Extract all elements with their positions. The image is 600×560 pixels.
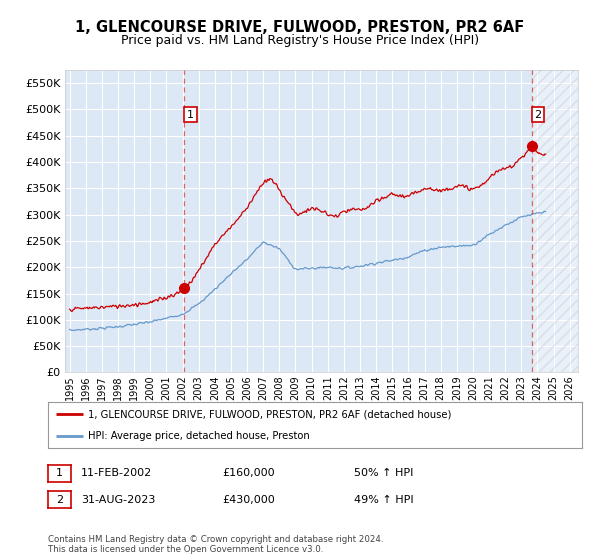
Bar xyxy=(532,70,578,372)
Text: 1, GLENCOURSE DRIVE, FULWOOD, PRESTON, PR2 6AF (detached house): 1, GLENCOURSE DRIVE, FULWOOD, PRESTON, P… xyxy=(88,409,451,419)
Text: 1: 1 xyxy=(56,468,63,478)
Text: £430,000: £430,000 xyxy=(222,494,275,505)
Text: 1: 1 xyxy=(187,110,194,120)
Text: 31-AUG-2023: 31-AUG-2023 xyxy=(81,494,155,505)
Text: 2: 2 xyxy=(56,494,63,505)
Text: HPI: Average price, detached house, Preston: HPI: Average price, detached house, Pres… xyxy=(88,431,310,441)
Text: 11-FEB-2002: 11-FEB-2002 xyxy=(81,468,152,478)
Text: Price paid vs. HM Land Registry's House Price Index (HPI): Price paid vs. HM Land Registry's House … xyxy=(121,34,479,46)
Text: 2: 2 xyxy=(535,110,542,120)
Text: £160,000: £160,000 xyxy=(222,468,275,478)
Text: 49% ↑ HPI: 49% ↑ HPI xyxy=(354,494,413,505)
Text: Contains HM Land Registry data © Crown copyright and database right 2024.
This d: Contains HM Land Registry data © Crown c… xyxy=(48,535,383,554)
Text: 1, GLENCOURSE DRIVE, FULWOOD, PRESTON, PR2 6AF: 1, GLENCOURSE DRIVE, FULWOOD, PRESTON, P… xyxy=(76,20,524,35)
Text: 50% ↑ HPI: 50% ↑ HPI xyxy=(354,468,413,478)
